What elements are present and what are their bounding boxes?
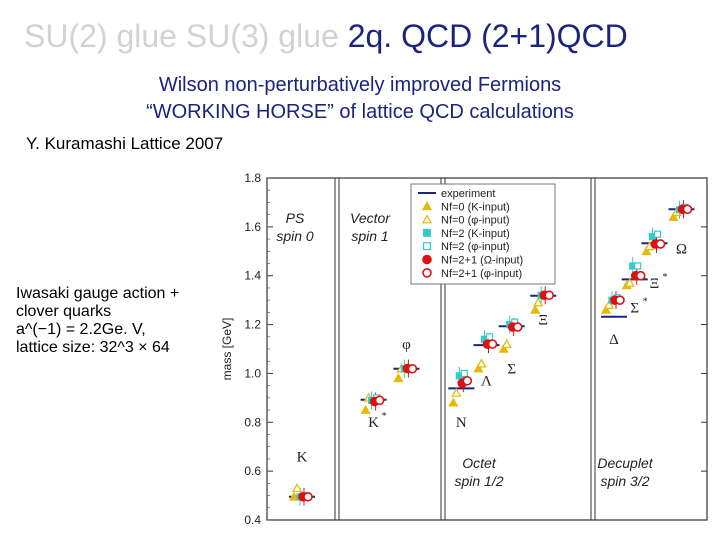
- marker-triangle: [530, 304, 541, 314]
- hadron-spectrum-chart: 0.4 0.6 0.8 1.0 1.2 1.4 1.6 1.8 mass [GeV] PS spin…: [220, 171, 708, 527]
- legend-entry: Nf=2+1 (φ-input): [441, 268, 522, 280]
- marker-square: [634, 262, 642, 270]
- y-tick-label: 1.8: [244, 171, 261, 185]
- marker-triangle: [393, 373, 404, 383]
- marker-triangle: [421, 201, 433, 211]
- y-tick-label: 1.6: [244, 220, 261, 234]
- page-title: SU(2) glue SU(3) glue 2q. QCD (2+1)QCD: [24, 18, 628, 55]
- marker-triangle: [473, 363, 484, 373]
- marker-circle: [374, 395, 385, 406]
- marker-square: [423, 242, 432, 251]
- marker-circle: [615, 295, 625, 305]
- marker-circle: [303, 491, 313, 502]
- marker-triangle: [641, 246, 652, 256]
- marker-circle: [422, 254, 432, 265]
- marker-circle: [512, 322, 523, 332]
- legend-entry: experiment: [441, 188, 495, 200]
- particle-label: Λ: [481, 374, 492, 390]
- particle-label: Σ: [507, 361, 516, 377]
- y-tick-label: 1.4: [244, 269, 261, 283]
- legend-entry: Nf=2+1 (Ω-input): [441, 255, 523, 267]
- simulation-notes: Iwasaki gauge action + clover quarks a^(…: [16, 285, 226, 357]
- marker-triangle: [498, 343, 509, 353]
- legend-entry: Nf=2 (K-input): [441, 228, 510, 240]
- legend-entry: Nf=0 (φ-input): [441, 215, 510, 227]
- note-line: clover quarks: [16, 303, 112, 320]
- marker-circle: [544, 290, 555, 301]
- y-tick-label: 0.8: [244, 415, 261, 429]
- panel-label: Vector: [350, 210, 391, 226]
- marker-triangle: [451, 387, 462, 397]
- reference: Y. Kuramashi Lattice 2007: [26, 134, 224, 153]
- panel-label: spin 1/2: [454, 473, 503, 489]
- marker-triangle: [668, 211, 679, 221]
- marker-square: [485, 333, 494, 341]
- y-tick-label: 1.0: [244, 366, 261, 380]
- marker-triangle: [421, 214, 433, 224]
- particle-label: K: [368, 415, 379, 431]
- panel-label: Decuplet: [597, 455, 653, 471]
- marker-triangle: [603, 299, 615, 309]
- note-line: a^(−1) = 2.2Ge. V,: [16, 321, 146, 338]
- y-axis-label: mass [GeV]: [220, 318, 234, 381]
- marker-triangle: [360, 404, 371, 414]
- particle-label-superscript: *: [382, 411, 387, 422]
- marker-triangle: [291, 483, 303, 493]
- particle-label: Σ: [630, 300, 639, 316]
- marker-circle: [655, 239, 666, 249]
- particle-label: Ξ: [650, 276, 660, 292]
- marker-triangle: [501, 338, 512, 348]
- marker-circle: [487, 339, 498, 349]
- legend-entry: Nf=2 (φ-input): [441, 241, 510, 253]
- particle-label: Ω: [676, 242, 687, 258]
- marker-square: [653, 230, 662, 238]
- marker-square: [460, 369, 468, 378]
- marker-triangle: [600, 304, 612, 314]
- marker-triangle: [448, 397, 459, 407]
- y-tick-label: 0.4: [244, 513, 261, 527]
- panel-label: spin 1: [351, 228, 388, 244]
- panel-label: Octet: [462, 455, 497, 471]
- particle-label: K: [297, 449, 308, 465]
- legend-entry: Nf=0 (K-input): [441, 201, 510, 213]
- particle-label: Δ: [609, 332, 619, 348]
- marker-triangle: [624, 277, 635, 287]
- marker-circle: [422, 268, 432, 278]
- marker-square: [423, 228, 432, 237]
- particle-label: N: [456, 415, 467, 431]
- subtitle-line-1: Wilson non-perturbatively improved Fermi…: [158, 74, 562, 96]
- panel-label: spin 3/2: [600, 473, 649, 489]
- marker-triangle: [288, 491, 300, 501]
- marker-circle: [635, 270, 646, 281]
- y-tick-label: 0.6: [244, 464, 261, 478]
- marker-circle: [462, 375, 473, 386]
- title-strong: 2q. QCD (2+1)QCD: [347, 18, 628, 54]
- particle-label-superscript: *: [663, 272, 668, 283]
- panel-label: PS: [286, 210, 305, 226]
- legend-box: [410, 183, 556, 285]
- particle-label: φ: [402, 337, 411, 353]
- note-line: lattice size: 32^3 × 64: [16, 339, 170, 356]
- title-faded: SU(2) glue SU(3) glue: [24, 18, 339, 54]
- particle-label: Ξ: [538, 313, 548, 329]
- marker-circle: [407, 363, 418, 374]
- marker-triangle: [476, 358, 487, 368]
- y-tick-label: 1.2: [244, 318, 261, 332]
- marker-triangle: [533, 297, 544, 307]
- marker-circle: [682, 204, 693, 215]
- subtitle-line-2: “WORKING HORSE” of lattice QCD calculati…: [146, 101, 574, 123]
- particle-label-superscript: *: [643, 296, 648, 307]
- panel-label: spin 0: [276, 228, 314, 244]
- note-line: Iwasaki gauge action +: [16, 285, 180, 302]
